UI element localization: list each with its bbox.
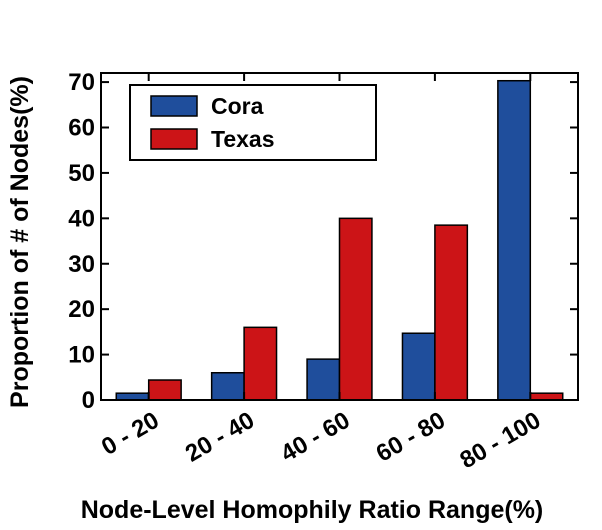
bar-cora-2 (306, 358, 341, 401)
x-tick-label: 60 - 80 (372, 407, 450, 468)
bar-texas-4 (529, 392, 564, 401)
bar-cora-3 (401, 332, 436, 401)
legend: Cora Texas (129, 84, 377, 161)
bar-texas-3 (434, 224, 469, 401)
x-tick-label: 20 - 40 (181, 407, 259, 468)
legend-label-texas: Texas (211, 126, 275, 152)
y-tick-label: 50 (68, 160, 95, 187)
y-tick-label: 30 (68, 251, 95, 278)
bar-cora-0 (115, 392, 150, 401)
x-tick-label: 40 - 60 (276, 407, 354, 468)
bars-layer (115, 79, 564, 401)
y-tick-label: 70 (68, 69, 95, 96)
x-tick-label: 0 - 20 (97, 407, 164, 461)
y-tick-label: 10 (68, 342, 95, 369)
y-tick-label: 60 (68, 115, 95, 142)
y-axis: 0 10 20 30 40 50 60 70 (68, 69, 578, 414)
x-axis-label: Node-Level Homophily Ratio Range(%) (81, 496, 544, 524)
y-tick-label: 0 (82, 387, 95, 414)
bar-cora-4 (497, 79, 532, 401)
y-tick-label: 40 (68, 205, 95, 232)
legend-swatch-texas (150, 128, 198, 150)
bar-texas-1 (243, 326, 278, 401)
bar-texas-2 (338, 217, 373, 401)
y-tick-label: 20 (68, 296, 95, 323)
y-axis-label: Proportion of # of Nodes(%) (6, 76, 34, 408)
bar-texas-0 (147, 379, 182, 401)
x-tick-label: 80 - 100 (456, 407, 546, 474)
bar-cora-1 (210, 372, 245, 401)
legend-swatch-cora (150, 95, 198, 117)
legend-label-cora: Cora (211, 93, 264, 119)
